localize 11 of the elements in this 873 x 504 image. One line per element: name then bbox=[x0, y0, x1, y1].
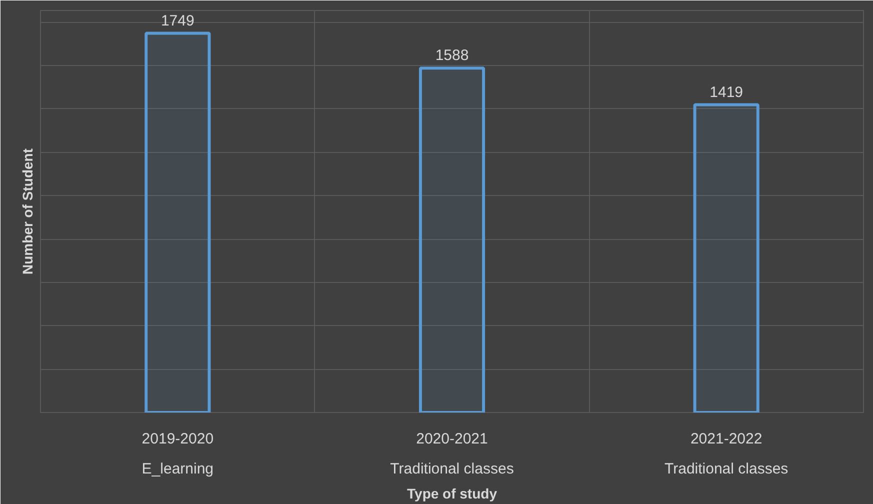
data-label: 1419 bbox=[710, 84, 744, 101]
text: Traditional classes bbox=[390, 460, 514, 478]
data-label: 1749 bbox=[160, 12, 194, 30]
x-tick-label: 2021-2022 bbox=[690, 430, 762, 448]
x-axis-title: Type of study bbox=[407, 486, 498, 502]
x-tick-label: 2019-2020 bbox=[142, 430, 214, 448]
text: E_learning bbox=[142, 460, 214, 478]
text: Traditional classes bbox=[664, 460, 788, 478]
data-label: 1588 bbox=[435, 47, 469, 64]
y-axis-title: Number of Student bbox=[20, 148, 36, 274]
x-tick-label: 2020-2021 bbox=[416, 430, 488, 448]
